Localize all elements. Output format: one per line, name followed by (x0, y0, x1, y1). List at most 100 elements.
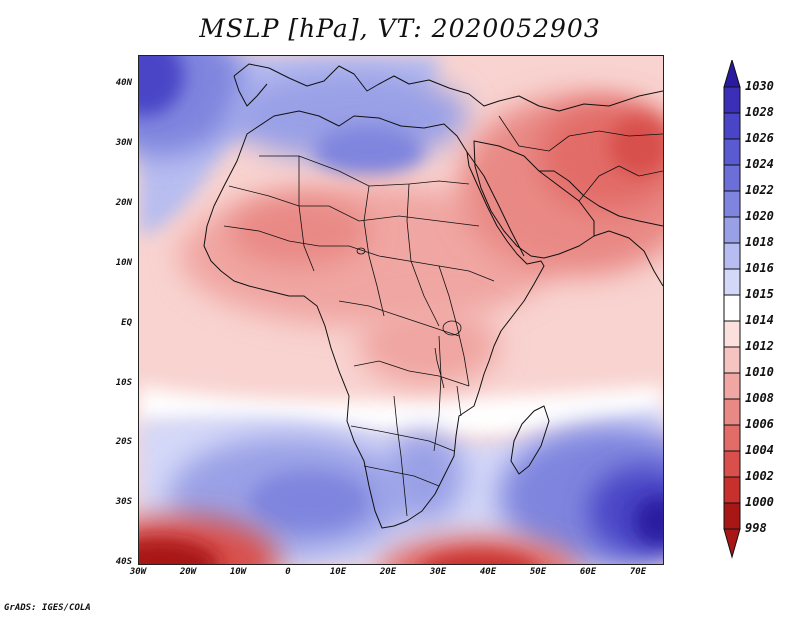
persian-gulf-coast (539, 170, 663, 227)
madagascar (510, 405, 550, 475)
lon-label-30e: 30E (429, 567, 447, 577)
colorbar-box-9 (723, 294, 741, 322)
zone-southeast-core (422, 551, 536, 564)
iberia (233, 75, 268, 107)
lat-label-20s: 20S (115, 437, 132, 447)
lakes (356, 247, 462, 417)
colorbar-label-1015: 1015 (745, 287, 774, 301)
colorbar-label-1014: 1014 (745, 313, 774, 327)
colorbar-box-10 (723, 320, 741, 348)
colorbar-box-5 (723, 190, 741, 218)
colorbar-box-6 (723, 216, 741, 244)
border-12 (393, 395, 408, 517)
zone-iran-core (609, 116, 663, 176)
colorbar-label-1010: 1010 (745, 365, 774, 379)
colorbar-box-16 (723, 476, 741, 504)
lon-label-50e: 50E (529, 567, 547, 577)
colorbar-box-13 (723, 398, 741, 426)
colorbar-label-1006: 1006 (745, 417, 774, 431)
lat-label-eq: EQ (121, 318, 132, 328)
lat-label-30n: 30N (115, 138, 132, 148)
border-2 (228, 185, 480, 227)
colorbar-box-1 (723, 86, 741, 114)
colorbar-label-1000: 1000 (745, 495, 774, 509)
zone-indian-ocean-max (634, 496, 663, 546)
colorbar-box-7 (723, 242, 741, 270)
lat-label-30s: 30S (115, 497, 132, 507)
colorbar-box-11 (723, 346, 741, 374)
lat-label-40s: 40S (115, 557, 132, 567)
colorbar-box-12 (723, 372, 741, 400)
colorbar-label-1026: 1026 (745, 131, 774, 145)
colorbar-label-1016: 1016 (745, 261, 774, 275)
lon-label-10w: 10W (229, 567, 247, 577)
colorbar-label-1004: 1004 (745, 443, 774, 457)
arabian-peninsula (473, 140, 595, 259)
colorbar-box-2 (723, 112, 741, 140)
border-13 (433, 335, 442, 452)
colorbar-box-15 (723, 450, 741, 478)
africa-coastline (203, 110, 545, 529)
asia-coast (593, 230, 663, 287)
border-7 (438, 265, 470, 387)
lake-chad (356, 247, 366, 255)
zone-southern-africa-high (384, 431, 464, 521)
map-title: MSLP [hPa], VT: 2020052903 (199, 14, 601, 43)
border-11 (363, 465, 440, 487)
lon-label-30w: 30W (129, 567, 147, 577)
border-8 (338, 300, 460, 337)
colorbar-box-3 (723, 138, 741, 166)
map-area (138, 55, 664, 565)
colorbar-label-1002: 1002 (745, 469, 774, 483)
border-10 (350, 425, 455, 452)
colorbar-box-14 (723, 424, 741, 452)
colorbar-label-1022: 1022 (745, 183, 774, 197)
lon-label-0: 0 (285, 567, 291, 577)
colorbar-label-1018: 1018 (745, 235, 774, 249)
lat-label-10n: 10N (115, 258, 132, 268)
zone-southeast-low (381, 536, 577, 564)
colorbar-box-8 (723, 268, 741, 296)
border-14 (498, 115, 663, 152)
lon-label-40e: 40E (479, 567, 497, 577)
lon-label-20e: 20E (379, 567, 397, 577)
lake-victoria (442, 320, 462, 336)
lat-label-20n: 20N (115, 198, 132, 208)
lake-tanganyika (434, 347, 445, 389)
mslp-field (139, 56, 663, 564)
colorbar-label-1012: 1012 (745, 339, 774, 353)
colorbar-box-4 (723, 164, 741, 192)
colorbar-label-998: 998 (745, 521, 767, 535)
country-borders (223, 115, 663, 517)
border-3 (223, 225, 495, 282)
border-4 (298, 156, 315, 272)
colorbar-label-1020: 1020 (745, 209, 774, 223)
border-15 (578, 165, 663, 202)
zone-mediterranean-core (314, 126, 424, 176)
colorbar-label-1024: 1024 (745, 157, 774, 171)
lon-label-10e: 10E (329, 567, 347, 577)
zone-south-atlantic-core (249, 471, 369, 531)
lon-label-20w: 20W (179, 567, 197, 577)
lon-label-60e: 60E (579, 567, 597, 577)
zone-saharan-core (229, 196, 369, 266)
lat-label-40n: 40N (115, 78, 132, 88)
credit-text: GrADS: IGES/COLA (4, 603, 91, 613)
colorbar (723, 60, 741, 559)
border-9 (353, 360, 470, 387)
colorbar-top-arrow (723, 60, 741, 88)
border-6 (406, 183, 440, 327)
lake-malawi (456, 385, 462, 417)
colorbar-bottom-arrow (723, 528, 741, 559)
coastlines (203, 63, 663, 529)
colorbar-label-1028: 1028 (745, 105, 774, 119)
lat-label-10s: 10S (115, 378, 132, 388)
colorbar-label-1008: 1008 (745, 391, 774, 405)
europe-coast (233, 63, 663, 112)
zone-southwest-core (139, 539, 219, 564)
border-5 (363, 185, 385, 317)
red-sea (466, 151, 525, 257)
zone-azores-core (139, 56, 184, 116)
colorbar-box-17 (723, 502, 741, 530)
colorbar-label-1030: 1030 (745, 79, 774, 93)
